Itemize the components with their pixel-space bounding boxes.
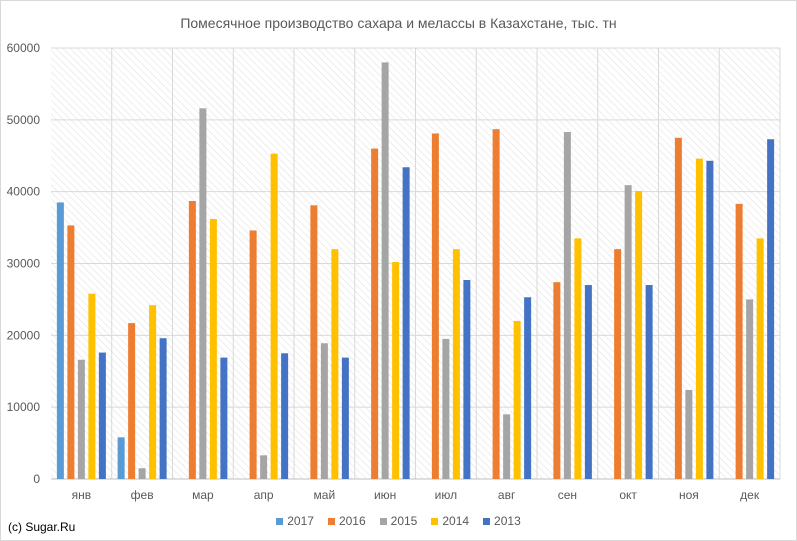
bar-2014-июл (452, 249, 460, 479)
chart-title: Помесячное производство сахара и мелассы… (180, 15, 617, 31)
bar-2016-авг (492, 129, 500, 479)
bar-2014-авг (513, 320, 521, 479)
legend-label: 2014 (442, 514, 470, 528)
y-tick-label: 20000 (7, 328, 41, 342)
bar-2013-дек (767, 139, 775, 479)
x-tick-label: янв (72, 488, 92, 502)
bar-2016-сен (553, 282, 561, 479)
legend-swatch (379, 517, 387, 525)
x-tick-label: сен (558, 488, 577, 502)
bar-2016-июл (431, 133, 439, 479)
bar-2016-мар (188, 201, 196, 479)
y-tick-label: 0 (33, 472, 40, 486)
bar-2015-окт (624, 185, 632, 479)
bar-2013-мар (220, 357, 228, 479)
bar-2015-апр (260, 455, 268, 479)
bar-2014-фев (149, 305, 157, 479)
bar-2014-мар (209, 218, 217, 480)
legend-swatch (483, 517, 491, 525)
x-tick-label: май (314, 488, 336, 502)
legend-swatch (431, 517, 439, 525)
y-tick-label: 30000 (7, 257, 41, 271)
bar-2013-июн (402, 167, 410, 479)
bar-2013-сен (584, 285, 592, 479)
bar-2013-янв (98, 352, 106, 479)
bar-2013-апр (281, 353, 289, 479)
bar-2015-июл (442, 338, 450, 479)
bar-2014-сен (574, 238, 582, 479)
bar-2014-июн (392, 262, 400, 479)
bar-2016-дек (735, 203, 743, 479)
legend-item-2017: 2017 (276, 514, 314, 528)
bar-2014-дек (756, 238, 764, 479)
bar-2015-фев (138, 468, 146, 479)
bar-2014-янв (88, 293, 96, 479)
legend-item-2015: 2015 (379, 514, 418, 528)
bar-2013-май (341, 357, 349, 479)
bar-2016-апр (249, 230, 257, 479)
bar-2015-ноя (685, 389, 693, 479)
x-tick-label: ноя (679, 488, 699, 502)
bar-2017-янв (56, 202, 64, 480)
legend-label: 2015 (390, 514, 418, 528)
bar-2017-фев (117, 437, 125, 479)
bar-2015-май (320, 343, 328, 479)
bar-2015-дек (746, 299, 754, 479)
legend-label: 2017 (287, 514, 314, 528)
x-tick-label: апр (254, 488, 274, 502)
chart-legend: 2017 2016 2015 2014 2013 (1, 514, 796, 528)
legend-item-2013: 2013 (483, 514, 521, 528)
legend-swatch (327, 517, 335, 525)
legend-item-2016: 2016 (327, 514, 366, 528)
x-tick-label: июл (435, 488, 457, 502)
y-tick-label: 50000 (7, 113, 41, 127)
y-tick-label: 40000 (7, 185, 41, 199)
bar-2014-май (331, 249, 339, 479)
bar-2016-янв (67, 225, 75, 479)
bar-2013-фев (159, 338, 167, 479)
legend-swatch (276, 517, 284, 525)
bar-2013-ноя (706, 160, 714, 480)
x-tick-label: окт (619, 488, 637, 502)
bar-2015-янв (77, 359, 85, 479)
bar-2016-фев (128, 323, 136, 479)
legend-label: 2013 (494, 514, 521, 528)
x-tick-label: мар (192, 488, 214, 502)
bar-2013-окт (645, 285, 653, 479)
y-tick-label: 60000 (7, 41, 41, 55)
bar-2016-ноя (674, 137, 682, 479)
bar-2015-авг (503, 414, 511, 479)
bar-2016-июн (371, 148, 379, 480)
x-tick-label: дек (740, 488, 760, 502)
x-tick-label: июн (374, 488, 396, 502)
bar-2016-окт (614, 249, 622, 479)
bar-2015-сен (563, 132, 571, 480)
bar-2015-мар (199, 108, 207, 479)
bar-2013-июл (463, 280, 471, 479)
bar-2015-июн (381, 62, 389, 479)
bar-2013-авг (524, 297, 532, 479)
bar-2016-май (310, 205, 318, 479)
x-tick-label: фев (131, 488, 154, 502)
y-tick-label: 10000 (7, 400, 41, 414)
legend-item-2014: 2014 (431, 514, 469, 528)
legend-label: 2016 (338, 514, 366, 528)
credit-text: (c) Sugar.Ru (8, 520, 76, 534)
x-tick-label: авг (498, 488, 516, 502)
bar-2014-апр (270, 153, 278, 479)
bar-2014-окт (635, 190, 643, 479)
bar-2014-ноя (695, 158, 703, 479)
